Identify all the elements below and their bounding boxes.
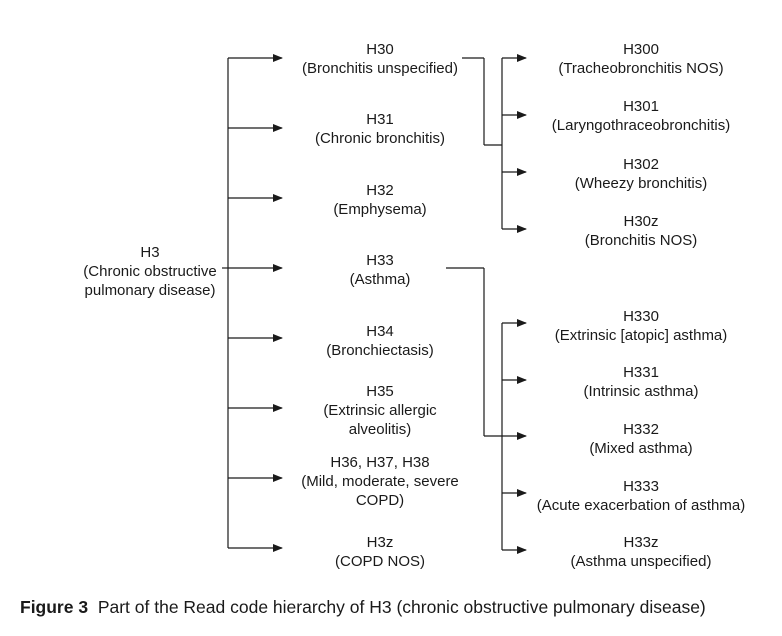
node-code: H34 <box>366 323 394 340</box>
node-label: (Chronic bronchitis) <box>314 130 446 147</box>
node-h3z: H3z (COPD NOS) <box>280 533 480 571</box>
node-code: H30 <box>366 41 394 58</box>
node-h300: H300 (Tracheobronchitis NOS) <box>530 40 752 78</box>
node-h33z: H33z (Asthma unspecified) <box>530 533 752 571</box>
node-h333: H333 (Acute exacerbation of asthma) <box>520 477 762 515</box>
node-root: H3 (Chronic obstructive pulmonary diseas… <box>60 243 240 300</box>
node-h35: H35 (Extrinsic allergic alveolitis) <box>280 382 480 439</box>
node-h301: H301 (Laryngothraceobronchitis) <box>530 97 752 135</box>
node-label: (Tracheobronchitis NOS) <box>558 60 724 77</box>
node-h330: H330 (Extrinsic [atopic] asthma) <box>530 307 752 345</box>
connector-lines <box>222 54 527 554</box>
node-code: H302 <box>623 156 659 173</box>
node-label: (Mild, moderate, severe <box>301 473 459 490</box>
figure-caption: Figure 3 Part of the Read code hierarchy… <box>20 597 706 618</box>
node-label: COPD) <box>355 492 405 509</box>
node-code: H33 <box>366 252 394 269</box>
node-h32: H32 (Emphysema) <box>280 181 480 219</box>
node-h34: H34 (Bronchiectasis) <box>280 322 480 360</box>
node-code: H35 <box>366 383 394 400</box>
node-root-line-2: pulmonary disease) <box>84 282 216 299</box>
node-h331: H331 (Intrinsic asthma) <box>530 363 752 401</box>
node-code: H33z <box>623 534 659 551</box>
node-root-code: H3 <box>140 244 160 261</box>
node-h302: H302 (Wheezy bronchitis) <box>530 155 752 193</box>
node-label: (Intrinsic asthma) <box>583 383 699 400</box>
node-label: (COPD NOS) <box>335 553 425 570</box>
node-h30: H30 (Bronchitis unspecified) <box>280 40 480 78</box>
node-code: H330 <box>623 308 659 325</box>
node-code: H331 <box>623 364 659 381</box>
node-label: (Extrinsic [atopic] asthma) <box>554 327 728 344</box>
node-label: (Extrinsic allergic <box>323 402 437 419</box>
node-code: H3z <box>366 534 394 551</box>
figure-caption-text: Part of the Read code hierarchy of H3 (c… <box>97 597 706 617</box>
node-code: H333 <box>623 478 659 495</box>
node-code: H30z <box>623 213 659 230</box>
node-code: H332 <box>623 421 659 438</box>
node-label: alveolitis) <box>348 421 412 438</box>
node-code: H32 <box>366 182 394 199</box>
figure-caption-label: Figure 3 <box>20 597 89 617</box>
node-h332: H332 (Mixed asthma) <box>530 420 752 458</box>
node-code: H301 <box>623 98 659 115</box>
node-code: H36, H37, H38 <box>330 454 430 471</box>
node-label: (Bronchitis NOS) <box>584 232 698 249</box>
node-label: (Bronchitis unspecified) <box>302 60 458 77</box>
node-label: (Asthma unspecified) <box>570 553 712 570</box>
node-label: (Emphysema) <box>333 201 427 218</box>
node-h36-h37-h38: H36, H37, H38 (Mild, moderate, severe CO… <box>280 453 480 510</box>
node-root-line-1: (Chronic obstructive <box>83 263 217 280</box>
node-label: (Mixed asthma) <box>589 440 693 457</box>
node-h33: H33 (Asthma) <box>280 251 480 289</box>
node-label: (Asthma) <box>349 271 411 288</box>
node-label: (Wheezy bronchitis) <box>574 175 708 192</box>
node-label: (Bronchiectasis) <box>326 342 434 359</box>
node-code: H300 <box>623 41 659 58</box>
read-code-hierarchy-diagram: H3 (Chronic obstructive pulmonary diseas… <box>60 40 762 571</box>
node-code: H31 <box>366 111 394 128</box>
node-h30z: H30z (Bronchitis NOS) <box>530 212 752 250</box>
node-label: (Acute exacerbation of asthma) <box>536 497 746 514</box>
node-label: (Laryngothraceobronchitis) <box>551 117 731 134</box>
node-h31: H31 (Chronic bronchitis) <box>280 110 480 148</box>
